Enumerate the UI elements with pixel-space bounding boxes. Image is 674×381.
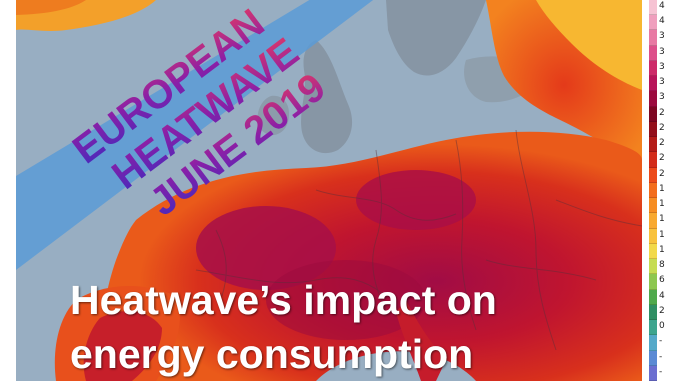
legend-swatch [649,106,657,122]
legend-swatch [649,15,657,31]
legend-swatch [649,274,657,290]
continental-heat-area [101,131,642,381]
atlantic-warm-core [16,0,86,15]
legend-swatch [649,259,657,275]
germany-hot-core [356,170,476,230]
legend-swatch [649,304,657,321]
legend-swatch [649,76,657,92]
legend-label: 4 [659,1,665,11]
legend-swatch [649,121,657,138]
legend-label: 1 [659,214,665,225]
temperature-map: EUROPEAN HEATWAVE JUNE 2019 [16,0,642,381]
legend-swatch [649,365,657,381]
iberia-core [83,311,162,381]
legend-label: 2 [659,122,665,133]
legend-label: 6 [659,275,665,286]
legend-swatch [649,350,657,366]
legend-label: 0 [659,321,665,332]
country-borders [195,129,642,351]
legend-swatch [649,152,657,168]
legend-swatch [649,30,657,46]
legend-label: 2 [659,138,665,149]
legend-label: 4 [659,16,665,27]
legend-label: 3 [659,46,665,57]
legend-swatch [649,243,657,260]
headline-line-1: Heatwave’s impact on [70,277,497,323]
legend-label: 2 [659,107,665,118]
legend-swatch [649,45,657,61]
temperature-legend: 4 4 3 3 3 3 3 2 2 2 2 2 1 1 1 1 1 8 6 4 2 0 - - - [643,0,674,381]
legend-swatch [649,182,657,199]
legend-label: 4 [659,290,665,301]
left-frame [0,0,16,381]
legend-label: 3 [659,92,665,103]
legend-swatch [649,137,657,153]
legend-label: - [659,366,663,377]
legend-label: 1 [659,244,665,255]
headline-line-2: energy consumption [70,331,474,377]
legend-label: - [659,351,663,362]
northeast-yellow-zone [536,0,642,90]
legend-label: 1 [659,183,665,194]
central-hot-core [266,260,426,340]
legend-swatch [649,0,657,16]
legend-swatch [649,198,657,214]
uk-landmass [301,40,353,154]
legend-label: 8 [659,260,665,271]
italy-landmass [396,300,446,381]
legend-swatch [649,289,657,305]
legend-label: 2 [659,153,665,164]
banner-band [16,0,374,270]
legend-label: 3 [659,61,665,72]
legend-swatch [649,60,657,77]
legend-swatch [649,228,657,244]
ireland-landmass [257,95,290,136]
legend-label: - [659,336,663,347]
legend-label: 3 [659,77,665,88]
legend-swatch [649,167,657,183]
legend-swatch [649,320,657,336]
scandinavia-landmass [386,0,486,76]
legend-label: 3 [659,31,665,42]
legend-swatch [649,335,657,351]
legend-swatch [649,213,657,229]
legend-label: 2 [659,305,665,316]
legend-label: 1 [659,229,665,240]
legend-swatch [649,91,657,107]
legend-label: 2 [659,168,665,179]
legend-label: 1 [659,199,665,210]
